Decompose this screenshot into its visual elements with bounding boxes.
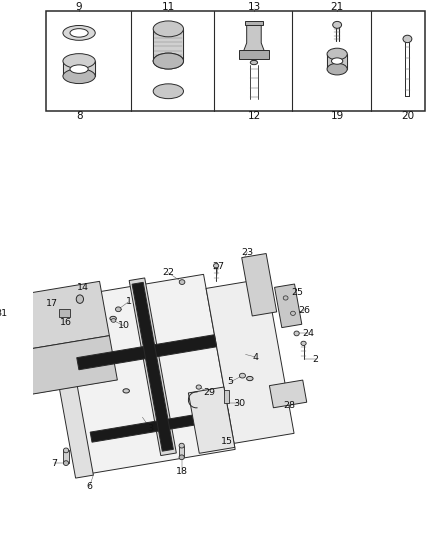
Text: 7: 7 [51,458,57,467]
Text: 13: 13 [247,2,261,12]
Text: 19: 19 [331,111,344,120]
Ellipse shape [153,84,184,99]
Text: 26: 26 [298,306,310,315]
Polygon shape [153,29,184,61]
Ellipse shape [76,295,84,303]
Polygon shape [242,23,266,61]
Ellipse shape [63,26,95,41]
Bar [245,21,263,25]
Ellipse shape [17,304,22,308]
Text: 9: 9 [76,2,82,12]
Text: 25: 25 [291,288,303,297]
Polygon shape [77,335,217,370]
Text: 27: 27 [212,262,224,271]
Polygon shape [53,274,235,474]
Polygon shape [327,54,347,69]
Ellipse shape [333,21,342,28]
Text: 17: 17 [46,299,58,308]
Ellipse shape [332,58,343,64]
Bar [179,446,184,457]
Bar [239,50,269,59]
Polygon shape [188,387,235,453]
Text: 11: 11 [162,2,175,12]
Ellipse shape [294,331,299,336]
Ellipse shape [70,29,88,37]
Polygon shape [11,281,110,351]
Text: 15: 15 [221,437,233,446]
Text: 10: 10 [117,321,130,330]
Bar [223,390,229,403]
Text: 12: 12 [247,111,261,120]
Ellipse shape [63,69,95,84]
Ellipse shape [153,21,184,37]
Bar [64,450,69,463]
Ellipse shape [283,296,288,300]
Ellipse shape [179,443,184,448]
Text: 24: 24 [303,329,315,338]
Text: 14: 14 [77,283,89,292]
Ellipse shape [247,376,253,381]
Text: 4: 4 [253,352,258,361]
Text: 16: 16 [60,318,72,327]
Ellipse shape [64,461,69,465]
Ellipse shape [213,264,219,268]
Polygon shape [132,282,173,451]
Text: 29: 29 [203,388,215,397]
Ellipse shape [153,53,184,69]
Bar [46,11,425,111]
Polygon shape [21,336,117,395]
Ellipse shape [327,48,347,60]
Ellipse shape [327,63,347,75]
Ellipse shape [111,319,116,322]
Polygon shape [129,278,177,456]
Text: 18: 18 [176,466,187,475]
Ellipse shape [70,65,88,74]
Polygon shape [63,61,95,76]
Polygon shape [269,380,307,408]
Ellipse shape [179,280,185,285]
Text: 22: 22 [162,268,174,277]
Ellipse shape [250,60,258,64]
Text: 5: 5 [227,377,233,386]
Ellipse shape [196,385,201,389]
Polygon shape [275,284,302,328]
Ellipse shape [123,389,130,393]
Ellipse shape [240,373,245,378]
Ellipse shape [116,307,121,312]
Polygon shape [206,278,294,443]
Text: 6: 6 [86,482,92,491]
Ellipse shape [290,311,295,316]
Ellipse shape [301,341,306,345]
Text: 2: 2 [313,355,319,364]
Ellipse shape [64,448,69,453]
Text: 8: 8 [76,111,82,120]
Text: 28: 28 [283,401,295,410]
Ellipse shape [63,54,95,68]
Text: 3: 3 [148,424,154,433]
Text: 31: 31 [0,309,8,318]
Text: 23: 23 [241,248,253,256]
Polygon shape [90,409,230,442]
Text: 21: 21 [331,2,344,12]
Polygon shape [242,254,277,316]
Text: 30: 30 [233,399,245,408]
Bar [59,309,70,317]
Polygon shape [42,292,93,478]
Text: 20: 20 [401,111,414,120]
Text: 1: 1 [125,297,131,306]
Ellipse shape [403,35,412,43]
Ellipse shape [153,53,184,69]
Ellipse shape [110,316,117,320]
Ellipse shape [179,455,184,459]
